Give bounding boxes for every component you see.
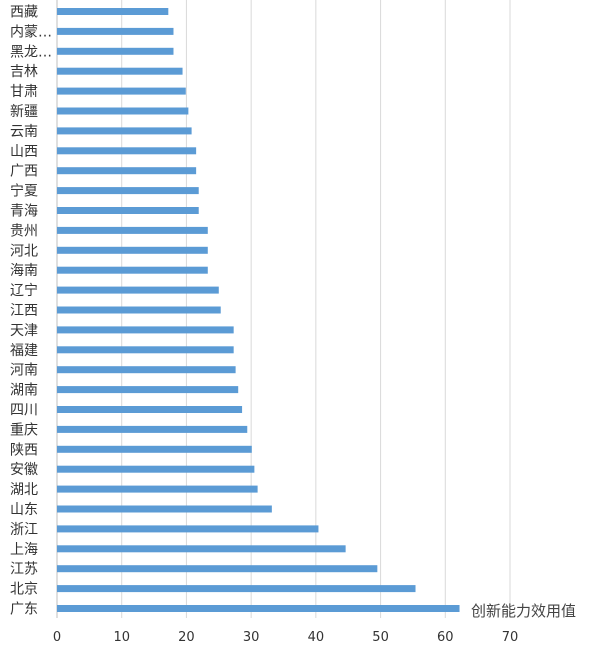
bar [57,465,255,473]
category-label: 北京 [10,582,38,598]
x-tick-label: 30 [243,630,260,645]
x-tick-label: 60 [437,630,454,645]
category-label: 甘肃 [10,84,38,100]
bar [57,286,219,294]
bar [57,226,208,234]
bar [57,207,199,214]
bar [57,585,416,593]
category-label: 江苏 [10,562,38,578]
bar [57,505,272,513]
bar [57,266,208,274]
bar [57,107,189,115]
category-label: 湖南 [10,383,38,399]
x-tick-label: 10 [113,630,130,645]
bar [57,147,197,155]
x-tick-label: 70 [502,630,519,645]
category-label: 吉林 [10,64,38,80]
category-label: 广东 [10,602,38,618]
bar [57,326,234,334]
bars [57,8,460,612]
bar [57,346,234,354]
category-label: 江西 [10,303,38,319]
category-label: 河南 [10,363,38,379]
category-label: 海南 [10,263,38,279]
x-tick-label: 0 [53,630,61,645]
bar [57,8,169,15]
bar [57,167,197,175]
category-label: 安徽 [10,462,38,478]
bar [57,27,174,35]
category-label: 重庆 [10,422,38,438]
category-label: 河北 [10,243,38,259]
category-label: 贵州 [10,223,38,239]
bar [57,386,239,394]
bar [57,87,186,95]
category-label: 广西 [10,164,38,180]
bar [57,545,346,553]
x-tick-label: 50 [372,630,389,645]
bar [57,565,378,573]
category-label: 福建 [10,343,38,359]
category-label: 浙江 [10,522,38,538]
x-tick-label: 40 [308,630,325,645]
bar [57,605,460,612]
bar [57,67,183,75]
category-label: 内蒙… [10,24,52,40]
category-label: 青海 [10,204,38,220]
bar [57,406,243,413]
category-label: 四川 [10,403,38,419]
bar [57,425,248,433]
category-label: 山西 [10,144,38,160]
category-label: 上海 [10,542,38,558]
bar [57,187,199,195]
bar [57,306,221,314]
bar [57,127,192,135]
category-label: 西藏 [10,5,38,21]
bar [57,525,319,533]
bar [57,246,208,254]
category-label: 天津 [10,323,38,339]
bar [57,445,252,453]
category-label: 陕西 [10,442,38,458]
series-label: 创新能力效用值 [471,602,576,620]
category-label: 新疆 [10,104,38,120]
category-label: 辽宁 [10,282,38,299]
category-label: 山东 [10,502,38,518]
category-label: 湖北 [10,482,38,498]
bar [57,366,236,374]
x-axis-tick-labels: 0 10 20 30 40 50 60 70 [53,630,518,645]
category-label: 宁夏 [10,183,38,200]
category-label: 黑龙… [10,44,52,60]
bar [57,47,174,55]
x-tick-label: 20 [178,630,195,645]
category-label: 云南 [10,124,38,140]
bar [57,485,258,493]
